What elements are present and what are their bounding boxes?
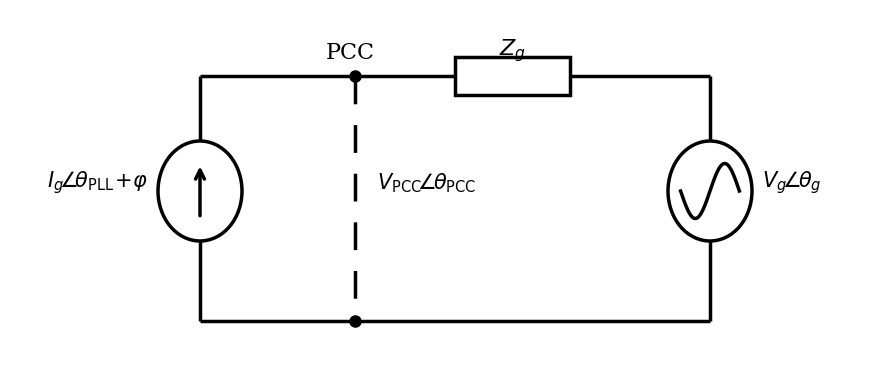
Text: $V_g\!\angle\!\theta_g$: $V_g\!\angle\!\theta_g$ (762, 170, 821, 196)
Text: PCC: PCC (325, 42, 375, 64)
Bar (455, 57, 570, 95)
Ellipse shape (668, 141, 752, 241)
Ellipse shape (158, 141, 242, 241)
Text: $Z_g$: $Z_g$ (499, 37, 526, 64)
Text: $V_{\mathrm{PCC}}\!\angle\!\theta_{\mathrm{PCC}}$: $V_{\mathrm{PCC}}\!\angle\!\theta_{\math… (377, 171, 476, 195)
Text: $I_g\!\angle\!\theta_{\mathrm{PLL}}\!+\!\varphi$: $I_g\!\angle\!\theta_{\mathrm{PLL}}\!+\!… (47, 170, 148, 196)
